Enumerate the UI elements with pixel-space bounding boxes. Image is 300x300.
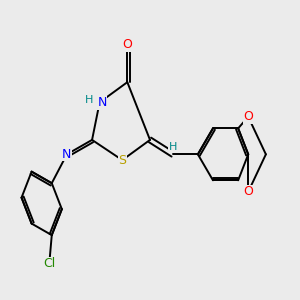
Text: N: N bbox=[62, 148, 72, 161]
Text: N: N bbox=[98, 96, 107, 109]
Text: S: S bbox=[118, 154, 126, 166]
Text: H: H bbox=[169, 142, 177, 152]
Text: O: O bbox=[243, 185, 253, 198]
Text: H: H bbox=[85, 94, 93, 104]
Text: O: O bbox=[243, 110, 253, 123]
Text: Cl: Cl bbox=[43, 257, 56, 271]
Text: O: O bbox=[122, 38, 132, 51]
